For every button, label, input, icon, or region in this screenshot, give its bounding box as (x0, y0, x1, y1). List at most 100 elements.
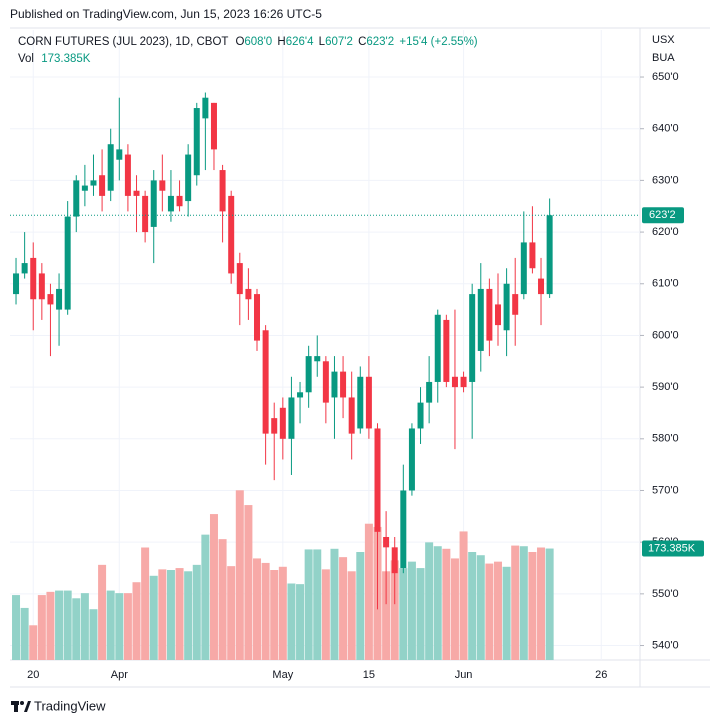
volume-bar (330, 548, 339, 660)
x-tick-label: Apr (111, 669, 128, 681)
volume-bar (304, 549, 313, 660)
candle-body (486, 288, 493, 341)
x-tick-label: May (272, 669, 293, 681)
volume-bar (141, 547, 150, 660)
candle-body (30, 257, 37, 300)
volume-bar (209, 514, 218, 660)
candle-body (279, 407, 286, 439)
volume-bar (244, 505, 253, 660)
candle-body (193, 108, 200, 176)
candle-body (520, 242, 527, 295)
volume-bar (347, 571, 356, 660)
candle-body (331, 371, 338, 398)
volume-bar (80, 593, 89, 660)
x-tick-label: 15 (363, 669, 375, 681)
unit: BUA (652, 52, 675, 64)
candle-body (477, 288, 484, 351)
volume-bar (425, 542, 434, 660)
volume-bar (123, 593, 132, 660)
candle-body (271, 418, 278, 434)
x-tick-label: 26 (595, 669, 607, 681)
volume-bar (278, 566, 287, 660)
volume-bar (399, 568, 408, 660)
y-tick-label: 620'0 (652, 226, 679, 238)
brand-logo (11, 701, 31, 712)
volume-bar (227, 566, 236, 660)
candle-body (374, 428, 381, 532)
volume-bar (364, 523, 373, 660)
volume-bar (433, 546, 442, 660)
candle-body (305, 356, 312, 393)
volume-bar (192, 564, 201, 660)
symbol-title: CORN FUTURES (JUL 2023), 1D, CBOT (18, 36, 228, 48)
candle-body (503, 283, 510, 331)
candle-body (210, 102, 217, 150)
volume-bar (442, 548, 451, 660)
candle-body (228, 195, 235, 274)
candle-body (73, 180, 80, 217)
volume-bar (511, 545, 520, 660)
volume-bar (476, 555, 485, 660)
candle-body (529, 242, 536, 269)
last-volume-box (642, 540, 704, 557)
close-label: C (358, 36, 366, 48)
volume-bar (485, 563, 494, 660)
candle-body (408, 428, 415, 491)
candle-body (13, 273, 20, 295)
high-label: H (277, 36, 285, 48)
open-label: O (235, 36, 244, 48)
volume-bar (149, 575, 158, 660)
volume-bar (459, 531, 468, 660)
candle-body (460, 376, 467, 388)
candle-body (81, 185, 88, 191)
candle-body (202, 97, 209, 119)
candle-body (167, 195, 174, 212)
volume-bar (321, 569, 330, 660)
candle-body (417, 402, 424, 429)
candle-body (426, 381, 433, 403)
candle-body (348, 397, 355, 434)
volume-bar (98, 564, 107, 660)
candle-body (288, 397, 295, 439)
volume-bar (201, 534, 210, 660)
candle-body (133, 190, 140, 196)
candle-body (185, 154, 192, 202)
volume-bar (287, 583, 296, 660)
candle-body (297, 392, 304, 398)
open-value: 608'0 (244, 36, 272, 48)
volume-bar (261, 562, 270, 660)
candle-body (124, 154, 131, 196)
candle-body (469, 294, 476, 382)
candle-body (107, 144, 114, 191)
volume-bar (115, 593, 124, 660)
volume-bar (416, 568, 425, 660)
last-price-box (642, 207, 684, 224)
candle-body (142, 195, 149, 233)
volume-bar (356, 552, 365, 660)
last-volume-label: 173.385K (648, 542, 696, 554)
candle-body (322, 361, 329, 403)
high-value: 626'4 (286, 36, 314, 48)
volume-bar (46, 591, 55, 660)
candle-body (434, 314, 441, 382)
candle-body (56, 288, 63, 310)
volume-bar (218, 539, 227, 660)
volume-bar (20, 607, 29, 660)
candle-body (314, 356, 321, 362)
candle-body (357, 376, 364, 429)
volume-bar (502, 566, 511, 660)
volume-bar (55, 590, 64, 660)
candle-body (236, 263, 243, 295)
y-tick-label: 640'0 (652, 123, 679, 135)
candle-body (219, 170, 226, 212)
candle-body (538, 278, 545, 295)
volume-bar (270, 570, 279, 660)
volume-bar (545, 548, 554, 660)
low-label: L (319, 36, 326, 48)
volume-bar (235, 490, 244, 660)
low-value: 607'2 (325, 36, 353, 48)
volume-bar (468, 552, 477, 660)
candle-body (150, 180, 157, 227)
currency: USX (652, 34, 675, 46)
